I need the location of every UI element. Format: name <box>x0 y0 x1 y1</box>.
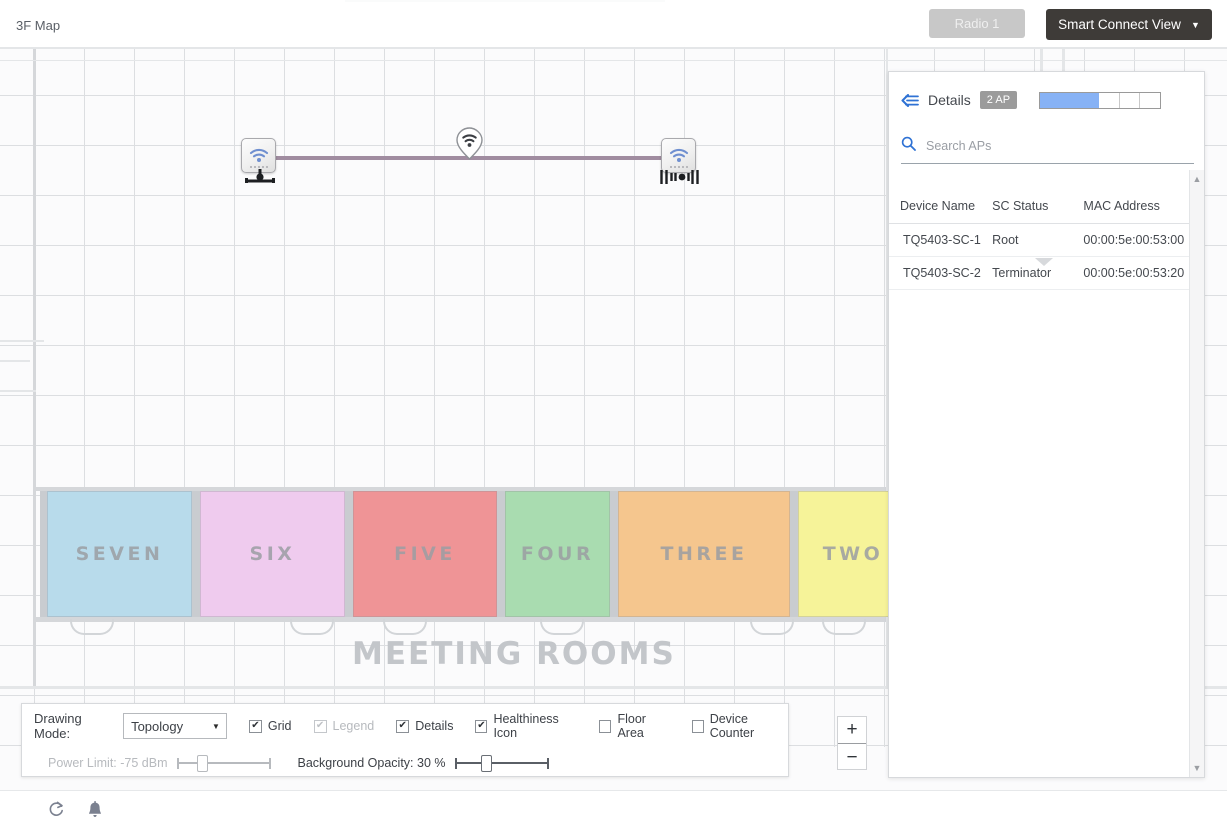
checkbox-label: Healthiness Icon <box>493 712 559 740</box>
drawing-mode-select[interactable]: Topology ▼ <box>123 713 227 739</box>
checkbox-box: ✔ <box>396 719 410 733</box>
health-progress-bar <box>1039 91 1162 109</box>
zoom-in-button[interactable]: + <box>838 717 866 744</box>
status-bar <box>0 790 1227 828</box>
checkbox-grid[interactable]: ✔ Grid <box>248 719 292 733</box>
details-panel: Details 2 AP Dev <box>888 71 1205 778</box>
checkbox-box: ✔ <box>313 719 327 733</box>
checkbox-device-counter[interactable]: Device Counter <box>691 712 788 740</box>
zoom-out-button[interactable]: − <box>846 746 858 768</box>
checkbox-label: Grid <box>267 719 292 733</box>
page-title: 3F Map <box>16 18 61 33</box>
background-opacity-label: Background Opacity: 30 % <box>297 756 446 770</box>
checkbox-label: Legend <box>332 719 375 733</box>
column-header-device-name[interactable]: Device Name <box>889 191 993 224</box>
room-seven[interactable]: SEVEN <box>47 491 192 617</box>
checkbox-box <box>599 719 612 733</box>
wifi-icon <box>669 148 688 162</box>
search-aps-row[interactable] <box>901 128 1194 164</box>
ap-icon <box>241 138 276 173</box>
search-icon <box>901 136 916 156</box>
checkbox-label: Device Counter <box>709 712 755 740</box>
checkbox-box: ✔ <box>248 719 262 733</box>
terminator-role-icon <box>660 169 701 190</box>
checkbox-label: Floor Area <box>617 712 646 740</box>
view-mode-label: Smart Connect View <box>1058 17 1181 32</box>
wifi-pin-icon <box>456 127 483 165</box>
details-panel-title: Details <box>928 92 971 108</box>
map-controls-panel: Drawing Mode: Topology ▼ ✔ Grid ✔ Legend… <box>21 703 789 777</box>
cell-mac-address: 00:00:5e:00:53:20 <box>1083 256 1204 290</box>
radio-1-button[interactable]: Radio 1 <box>929 9 1025 38</box>
health-bar-filled <box>1040 92 1100 108</box>
ap-count-badge: 2 AP <box>979 90 1018 110</box>
refresh-icon[interactable] <box>48 801 65 818</box>
ap-table: Device Name SC Status MAC Address TQ5403… <box>889 191 1204 290</box>
ap-node-terminator[interactable] <box>660 138 699 184</box>
cell-device-name: TQ5403-SC-1 <box>889 223 993 257</box>
slider-knob[interactable] <box>481 754 493 772</box>
checkbox-box <box>691 719 704 733</box>
table-notch-indicator <box>1035 258 1053 266</box>
table-header-row: Device Name SC Status MAC Address <box>889 191 1204 224</box>
chevron-down-icon: ▼ <box>1190 19 1200 30</box>
room-label: SIX <box>249 543 296 565</box>
sc-link-line[interactable] <box>272 156 676 160</box>
room-label: SEVEN <box>75 543 164 565</box>
root-role-icon <box>244 169 277 189</box>
health-bar-empty <box>1140 93 1160 108</box>
checkbox-healthiness-icon[interactable]: ✔ Healthiness Icon <box>475 712 577 740</box>
room-five[interactable]: FIVE <box>353 491 497 617</box>
room-four[interactable]: FOUR <box>505 491 610 617</box>
ap-icon <box>661 138 696 173</box>
scroll-up-arrow-icon[interactable]: ▲ <box>1192 174 1202 184</box>
chevron-down-icon: ▼ <box>211 721 220 731</box>
top-bar: 3F Map Radio 1 Smart Connect View ▼ <box>0 0 1227 47</box>
background-opacity-slider[interactable] <box>453 754 551 772</box>
power-limit-label: Power Limit: -75 dBm <box>48 756 168 770</box>
drawing-mode-value: Topology <box>131 718 184 734</box>
column-header-sc-status[interactable]: SC Status <box>992 191 1084 224</box>
cell-sc-status: Terminator <box>992 256 1084 290</box>
health-bar-empty <box>1120 92 1141 108</box>
column-header-mac-address[interactable]: MAC Address <box>1083 191 1204 224</box>
room-label: FOUR <box>520 543 595 565</box>
drawing-mode-label: Drawing Mode: <box>34 711 82 741</box>
floorplan-title: MEETING ROOMS <box>352 636 676 672</box>
controls-row-bottom: Power Limit: -75 dBm Background Opacity:… <box>22 748 788 778</box>
bell-icon[interactable] <box>87 800 103 819</box>
table-row[interactable]: TQ5403-SC-2 Terminator 00:00:5e:00:53:20 <box>889 256 1204 290</box>
zoom-controls: + − <box>837 716 867 770</box>
room-label: FIVE <box>394 543 456 565</box>
power-limit-slider <box>175 754 273 772</box>
checkbox-legend: ✔ Legend <box>313 719 375 733</box>
checkbox-floor-area[interactable]: Floor Area <box>599 712 669 740</box>
controls-row-top: Drawing Mode: Topology ▼ ✔ Grid ✔ Legend… <box>22 704 788 748</box>
room-three[interactable]: THREE <box>618 491 790 617</box>
details-panel-scrollbar[interactable]: ▲ ▼ <box>1189 170 1204 777</box>
ap-node-root[interactable] <box>241 138 279 183</box>
checkbox-details[interactable]: ✔ Details <box>396 719 453 733</box>
cell-device-name: TQ5403-SC-2 <box>889 256 993 290</box>
checkbox-label: Details <box>415 719 454 733</box>
view-mode-dropdown[interactable]: Smart Connect View ▼ <box>1046 9 1212 40</box>
room-six[interactable]: SIX <box>200 491 345 617</box>
room-label: TWO <box>822 543 884 565</box>
cell-mac-address: 00:00:5e:00:53:00 <box>1083 223 1204 257</box>
checkbox-box: ✔ <box>475 719 488 733</box>
health-bar-empty <box>1099 92 1120 108</box>
slider-knob <box>197 754 209 772</box>
collapse-left-icon[interactable] <box>901 93 919 107</box>
ap-topology-layer <box>241 127 699 184</box>
table-row[interactable]: TQ5403-SC-1 Root 00:00:5e:00:53:00 <box>889 223 1204 257</box>
cell-sc-status: Root <box>992 223 1084 257</box>
details-panel-header: Details 2 AP <box>889 72 1204 128</box>
scroll-down-arrow-icon[interactable]: ▼ <box>1192 763 1202 773</box>
search-input[interactable] <box>924 137 1194 154</box>
room-label: THREE <box>660 543 748 565</box>
wifi-icon <box>249 148 268 162</box>
